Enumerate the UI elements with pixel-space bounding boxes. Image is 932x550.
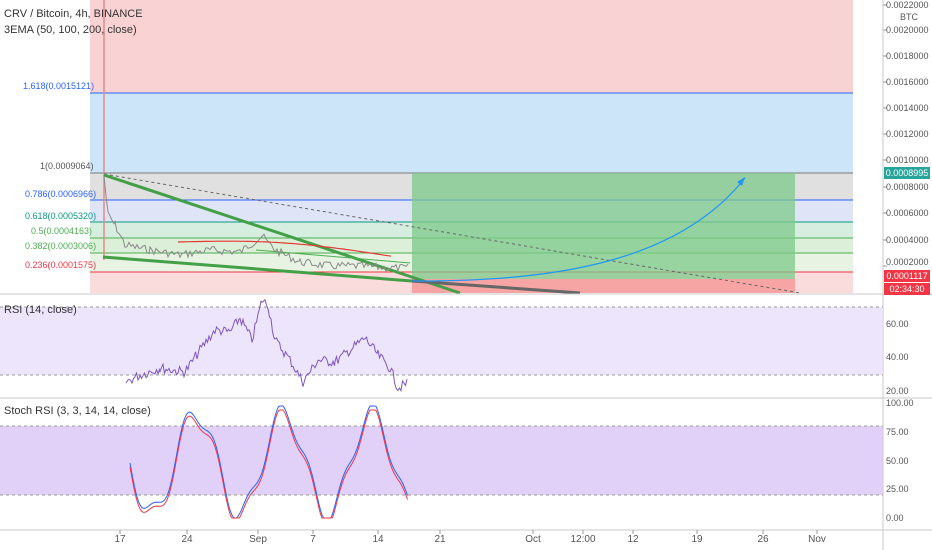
fib-label-0618: 0.618(0.0005320) xyxy=(25,211,97,221)
currency-label: BTC xyxy=(900,12,918,22)
stoch-axis-label: 25.00 xyxy=(886,484,909,494)
rsi-line xyxy=(125,298,408,393)
price-label: 0.0014000 xyxy=(886,103,929,113)
stoch-title[interactable]: Stoch RSI (3, 3, 14, 14, close) xyxy=(4,405,151,417)
short-trendline[interactable] xyxy=(255,249,411,264)
stoch-d-line xyxy=(129,409,408,519)
time-label: Oct xyxy=(525,534,541,545)
dashed-trendline[interactable] xyxy=(103,173,801,294)
fib-label-0236: 0.236(0.0001575) xyxy=(25,260,97,270)
rsi-axis-label: 20.00 xyxy=(886,386,909,396)
time-label: 19 xyxy=(691,534,703,545)
fib-label-1: 1(0.0009064) xyxy=(40,161,94,171)
time-label: 24 xyxy=(181,534,193,545)
price-label: 0.0010000 xyxy=(886,155,929,165)
stoch-axis-label: 0.00 xyxy=(886,513,904,523)
wedge-lower-line[interactable] xyxy=(102,255,413,283)
fib-label-05: 0.5(0.0004163) xyxy=(31,226,93,236)
position-stop-zone[interactable] xyxy=(412,279,795,293)
symbol-title[interactable]: CRV / Bitcoin, 4h, BINANCE xyxy=(4,8,143,20)
time-label: 12 xyxy=(627,534,639,545)
price-label: 0.0020000 xyxy=(886,25,929,35)
price-label: 0.0018000 xyxy=(886,51,929,61)
time-label: 21 xyxy=(434,534,446,545)
projection-curve[interactable] xyxy=(411,177,746,282)
breakout-line[interactable] xyxy=(411,279,581,295)
wedge-upper-line[interactable] xyxy=(103,173,461,295)
stoch-axis-label: 75.00 xyxy=(886,427,909,437)
time-label: Sep xyxy=(249,534,267,545)
stoch-axis-label: 50.00 xyxy=(886,456,909,466)
rsi-axis-label: 40.00 xyxy=(886,352,909,362)
fib-label-0786: 0.786(0.0006966) xyxy=(25,189,97,199)
time-label: Nov xyxy=(808,534,826,545)
position-target-zone[interactable] xyxy=(412,173,795,279)
time-label: 7 xyxy=(310,534,316,545)
price-label: 0.0022000 xyxy=(886,0,929,10)
rsi-band xyxy=(0,307,883,375)
stoch-band xyxy=(0,426,883,495)
price-label: 0.0004000 xyxy=(886,235,929,245)
time-label: 26 xyxy=(757,534,769,545)
projection-arrowhead xyxy=(737,177,745,186)
stoch-axis-label: 100.00 xyxy=(886,398,914,408)
fib-label-1618: 1.618(0.0015121) xyxy=(23,81,95,91)
fib-band-1618 xyxy=(90,93,853,173)
price-label: 0.0006000 xyxy=(886,208,929,218)
price-label: 0.0012000 xyxy=(886,129,929,139)
stoch-k-line xyxy=(129,405,408,519)
time-label: 12:00 xyxy=(570,534,596,545)
time-label: 17 xyxy=(114,534,126,545)
price-label: 0.0016000 xyxy=(886,77,929,87)
rsi-title[interactable]: RSI (14, close) xyxy=(4,304,77,316)
indicator-ema-label[interactable]: 3EMA (50, 100, 200, close) xyxy=(4,24,137,36)
current-price-tag: 0.0008995 xyxy=(884,167,930,179)
fib-band-top xyxy=(90,0,853,93)
time-label: 14 xyxy=(372,534,384,545)
fib-label-0382: 0.382(0.0003006) xyxy=(25,241,97,251)
ema-line xyxy=(177,240,392,257)
price-label: 0.0008000 xyxy=(886,182,929,192)
price-label: 0.0002000 xyxy=(886,257,929,267)
rsi-axis-label: 60.00 xyxy=(886,319,909,329)
countdown-tag: 02:34:30 xyxy=(884,283,930,295)
price-series xyxy=(103,175,409,273)
red-price-tag: 0.0001117 xyxy=(884,270,930,282)
